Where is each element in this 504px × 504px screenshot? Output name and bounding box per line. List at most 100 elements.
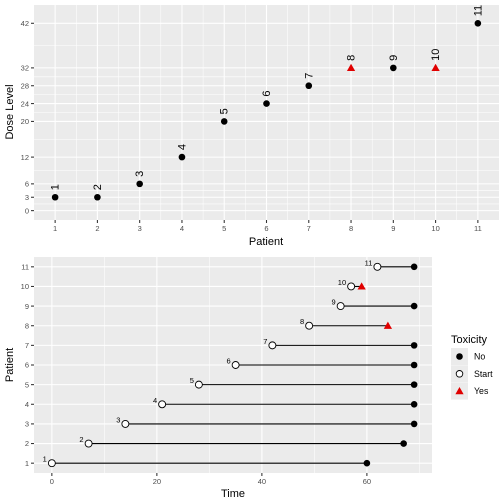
- dose-chart-x-title: Patient: [249, 236, 283, 248]
- legend-marker: [455, 370, 464, 378]
- timeline-end-point: [410, 400, 418, 408]
- y-tick-label: 0: [25, 206, 29, 215]
- timeline-chart-y-title: Patient: [4, 348, 16, 382]
- timeline-chart-x-title: Time: [221, 488, 245, 500]
- timeline-end-point: [410, 302, 418, 310]
- x-tick-label: 10: [431, 224, 439, 233]
- x-tick-label: 5: [222, 224, 226, 233]
- dose-point: [51, 193, 59, 201]
- y-tick-label: 7: [25, 341, 29, 350]
- dose-point-label: 4: [176, 144, 188, 150]
- dose-point: [178, 153, 186, 161]
- timeline-start-point: [268, 341, 277, 350]
- timeline-start-point: [231, 361, 240, 369]
- dose-point: [474, 19, 482, 27]
- y-tick-label: 28: [21, 81, 29, 90]
- timeline-start-point: [373, 262, 382, 271]
- legend-items: No Start Yes: [451, 348, 493, 400]
- dose-chart-y-title: Dose Level: [4, 84, 16, 139]
- x-tick-label: 9: [391, 224, 395, 233]
- timeline-label: 10: [338, 278, 346, 287]
- y-tick-label: 9: [25, 302, 29, 311]
- x-tick-label: 0: [50, 477, 54, 486]
- y-tick-label: 6: [25, 361, 29, 370]
- dose-point-label: 2: [92, 184, 104, 190]
- x-tick-label: 4: [180, 224, 184, 233]
- timeline-start-point: [84, 439, 93, 448]
- timeline-end-point: [410, 381, 418, 388]
- legend-marker: [455, 386, 464, 395]
- legend-item: No: [451, 348, 485, 365]
- legend-label: Start: [474, 369, 493, 379]
- legend-label: No: [474, 352, 485, 362]
- timeline-end-point: [410, 420, 418, 428]
- dose-point: [94, 193, 101, 201]
- dose-point: [305, 82, 313, 90]
- timeline-start-point: [305, 321, 314, 330]
- dose-chart-grid: [34, 5, 499, 220]
- timeline-chart-axes: 0 20 40 60 1 2 3 4 5 6 7 8 9 10 11: [21, 263, 371, 486]
- timeline-start-point: [47, 459, 56, 468]
- x-tick-label: 6: [264, 224, 268, 233]
- timeline-label: 5: [190, 376, 194, 385]
- timeline-start-point: [336, 302, 345, 311]
- x-tick-label: 7: [307, 224, 311, 233]
- timeline-start-point: [121, 419, 130, 428]
- dose-point: [263, 100, 270, 107]
- timeline-end-point: [410, 361, 418, 369]
- y-tick-label: 12: [21, 153, 29, 162]
- y-tick-label: 6: [25, 180, 29, 189]
- timeline-label: 8: [300, 317, 304, 326]
- timeline-start-point: [158, 400, 167, 409]
- timeline-end-point: [357, 282, 366, 290]
- dose-point-label: 8: [346, 55, 358, 61]
- dose-chart-points: 1 2 3 4 5 6 7 8 9 10 11: [50, 5, 484, 201]
- dose-point-label: 5: [219, 108, 231, 114]
- y-tick-label: 11: [21, 263, 29, 272]
- timeline-start-point: [347, 282, 356, 291]
- y-tick-label: 42: [21, 19, 29, 28]
- y-tick-label: 3: [25, 193, 29, 202]
- legend-marker: [456, 353, 463, 360]
- dose-point-label: 10: [430, 49, 442, 61]
- legend-label: Yes: [474, 386, 489, 396]
- y-tick-label: 24: [21, 99, 29, 108]
- timeline-chart-marks: 1 2 3 4 5 6 7 8 9 10 11: [43, 258, 418, 468]
- timeline-end-point: [410, 263, 418, 271]
- dose-point-label: 9: [388, 55, 400, 61]
- dose-point: [220, 118, 228, 125]
- y-tick-label: 2: [25, 439, 29, 448]
- y-tick-label: 1: [25, 459, 29, 468]
- timeline-label: 2: [79, 435, 83, 444]
- timeline-end-point: [400, 440, 407, 447]
- timeline-label: 1: [43, 455, 47, 464]
- timeline-end-point: [383, 321, 393, 329]
- dose-point-label: 11: [472, 5, 484, 16]
- x-tick-label: 40: [258, 477, 266, 486]
- dose-point: [136, 180, 143, 188]
- timeline-label: 11: [365, 258, 373, 267]
- y-tick-label: 3: [25, 420, 29, 429]
- x-tick-label: 8: [349, 224, 353, 233]
- x-tick-label: 60: [363, 477, 371, 486]
- dose-point: [346, 63, 356, 71]
- x-tick-label: 2: [95, 224, 99, 233]
- timeline-label: 9: [331, 298, 335, 307]
- dose-point-label: 1: [50, 184, 62, 190]
- x-tick-label: 3: [138, 224, 142, 233]
- timeline-label: 3: [116, 415, 120, 424]
- y-tick-label: 4: [25, 400, 29, 409]
- dose-point-label: 7: [303, 73, 315, 79]
- legend-item: Yes: [451, 382, 489, 400]
- dose-point: [390, 64, 397, 72]
- y-tick-label: 10: [21, 282, 29, 291]
- dose-point-label: 3: [134, 171, 146, 177]
- y-tick-label: 32: [21, 64, 29, 73]
- dose-point: [431, 63, 440, 71]
- toxicity-legend: Toxicity No Start Yes: [451, 334, 493, 400]
- x-tick-label: 11: [474, 224, 482, 233]
